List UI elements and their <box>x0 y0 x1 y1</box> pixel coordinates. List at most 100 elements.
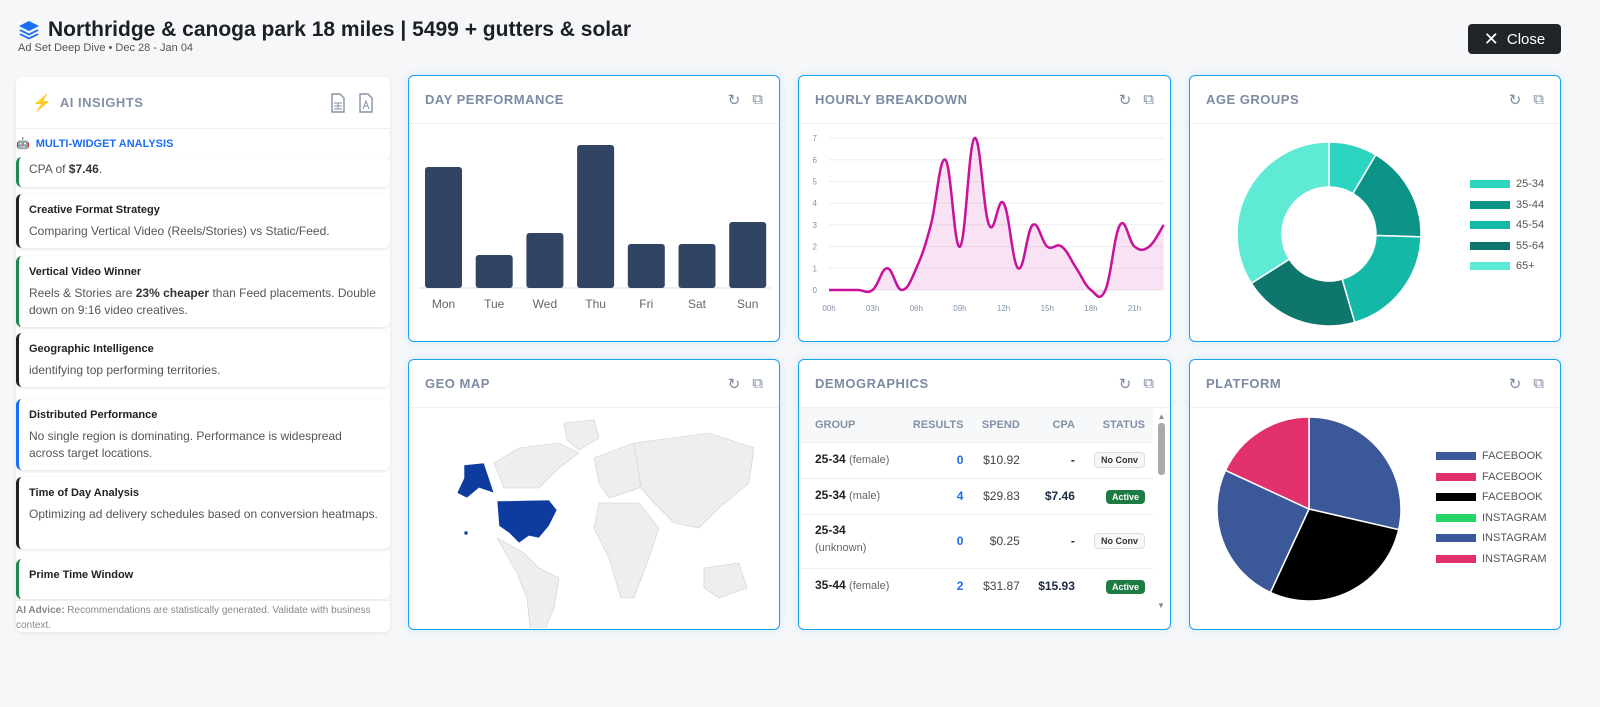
insight-card: Vertical Video Winner Reels & Stories are… <box>16 256 390 327</box>
series-line <box>829 136 1165 299</box>
legend-item[interactable]: FACEBOOK <box>1436 446 1547 467</box>
widget-title: DAY PERFORMANCE <box>425 92 564 107</box>
bar-tue[interactable] <box>475 255 513 288</box>
age-donut-chart <box>1236 141 1422 327</box>
status-badge: Active <box>1105 489 1145 504</box>
scrollbar[interactable]: ▲ ▼ <box>1157 412 1166 610</box>
legend-swatch <box>1436 513 1476 522</box>
table-row[interactable]: 25-34 (female) 0 $10.92 - No Conv <box>799 441 1153 478</box>
widget-title: AGE GROUPS <box>1206 92 1300 107</box>
scrollbar-thumb[interactable] <box>1158 423 1165 475</box>
refresh-icon[interactable]: ↻ <box>1508 375 1522 393</box>
legend-item[interactable]: INSTAGRAM <box>1436 528 1547 549</box>
close-button[interactable]: ✕ Close <box>1468 24 1561 54</box>
widget-title: DEMOGRAPHICS <box>815 376 929 391</box>
slice-facebook[interactable] <box>1308 416 1402 531</box>
insight-title: Creative Format Strategy <box>29 204 160 216</box>
column-header[interactable]: GROUP <box>799 408 902 442</box>
legend-swatch <box>1436 472 1476 481</box>
y-tick-label: 5 <box>813 178 818 187</box>
map-region-canada <box>493 442 580 489</box>
legend-swatch <box>1470 241 1510 250</box>
x-tick-label: Tue <box>484 297 505 311</box>
slice-65+[interactable] <box>1236 141 1330 285</box>
status-badge: No Conv <box>1094 533 1145 549</box>
map-region-alaska <box>456 462 495 499</box>
x-tick-label: Fri <box>639 297 653 311</box>
x-tick-label: 03h <box>866 304 879 313</box>
slice-45-54[interactable] <box>1341 234 1422 324</box>
bar-sun[interactable] <box>729 222 767 288</box>
demographics-table: GROUP RESULTS SPEND CPA STATUS 25-34 (female… <box>799 408 1153 604</box>
column-header[interactable]: STATUS <box>1082 408 1153 442</box>
table-row[interactable]: 25-34 (unknown) 0 $0.25 - No Conv <box>799 513 1153 568</box>
expand-icon[interactable]: ⧉ <box>752 375 763 392</box>
slice-instagram[interactable] <box>1224 416 1310 511</box>
refresh-icon[interactable]: ↻ <box>1118 375 1132 393</box>
x-tick-label: Sat <box>688 297 707 311</box>
legend-swatch <box>1436 452 1476 461</box>
legend-item[interactable]: FACEBOOK <box>1436 487 1547 508</box>
geo-map-widget: GEO MAP ↻ ⧉ <box>408 359 780 630</box>
x-tick-label: 06h <box>910 304 923 313</box>
x-tick-label: 00h <box>822 304 835 313</box>
column-header[interactable]: SPEND <box>971 408 1028 442</box>
map-region-latin-america <box>496 537 560 629</box>
legend-item[interactable]: 35-44 <box>1470 195 1544 216</box>
expand-icon[interactable]: ⧉ <box>1533 375 1544 392</box>
slice-35-44[interactable] <box>1351 153 1422 238</box>
column-header[interactable]: CPA <box>1027 408 1083 442</box>
expand-icon[interactable]: ⧉ <box>1143 375 1154 392</box>
slice-instagram[interactable] <box>1216 469 1310 594</box>
legend-item[interactable]: INSTAGRAM <box>1436 508 1547 529</box>
expand-icon[interactable]: ⧉ <box>1143 91 1154 108</box>
platform-widget: PLATFORM ↻ ⧉ FACEBOOK FACEBOOK FACEBOOK INSTA… <box>1189 359 1561 630</box>
legend-item[interactable]: 65+ <box>1470 256 1544 277</box>
expand-icon[interactable]: ⧉ <box>752 91 763 108</box>
demographics-widget: DEMOGRAPHICS ↻ ⧉ GROUP RESULTS SPEND CPA STATU… <box>798 359 1171 630</box>
y-tick-label: 1 <box>813 264 818 273</box>
x-tick-label: 09h <box>953 304 966 313</box>
x-tick-label: Sun <box>737 297 758 311</box>
legend-swatch <box>1470 200 1510 209</box>
hourly-breakdown-widget: HOURLY BREAKDOWN ↻ ⧉ 0 1 2 3 4 5 6 7 00h 03h 06h 09h 1… <box>798 75 1171 342</box>
column-header[interactable]: RESULTS <box>901 408 972 442</box>
bar-thu[interactable] <box>577 145 615 288</box>
legend-item[interactable]: 25-34 <box>1470 174 1544 195</box>
bar-sat[interactable] <box>678 244 716 288</box>
map-region-asia <box>633 432 755 529</box>
refresh-icon[interactable]: ↻ <box>727 91 741 109</box>
y-tick-label: 7 <box>813 134 818 143</box>
page-title: Northridge & canoga park 18 miles | 5499… <box>48 18 631 41</box>
insight-body: CPA of $7.46. <box>29 162 103 176</box>
spreadsheet-export-icon[interactable] <box>330 92 346 113</box>
y-tick-label: 2 <box>813 243 818 252</box>
legend-item[interactable]: INSTAGRAM <box>1436 549 1547 570</box>
page-subtitle: Ad Set Deep Dive • Dec 28 - Jan 04 <box>18 42 194 54</box>
bar-mon[interactable] <box>425 167 462 288</box>
world-map[interactable] <box>409 408 780 629</box>
legend-item[interactable]: 55-64 <box>1470 236 1544 257</box>
refresh-icon[interactable]: ↻ <box>1118 91 1132 109</box>
table-row[interactable]: 35-44 (female) 2 $31.87 $15.93 Active <box>799 567 1153 604</box>
insight-body: Optimizing ad delivery schedules based o… <box>29 507 378 521</box>
refresh-icon[interactable]: ↻ <box>1508 91 1522 109</box>
legend-swatch <box>1436 493 1476 502</box>
legend-item[interactable]: FACEBOOK <box>1436 467 1547 488</box>
bar-fri[interactable] <box>627 244 665 288</box>
table-row[interactable]: 25-34 (male) 4 $29.83 $7.46 Active <box>799 477 1153 514</box>
legend-item[interactable]: 45-54 <box>1470 215 1544 236</box>
robot-icon: 🤖 <box>16 138 30 150</box>
slice-55-64[interactable] <box>1250 258 1356 327</box>
insight-title: Geographic Intelligence <box>29 343 154 355</box>
insight-card: Prime Time Window <box>16 559 390 599</box>
pdf-export-icon[interactable] <box>358 92 374 113</box>
refresh-icon[interactable]: ↻ <box>727 375 741 393</box>
expand-icon[interactable]: ⧉ <box>1533 91 1544 108</box>
insight-title: Distributed Performance <box>29 409 158 421</box>
legend-swatch <box>1436 554 1476 563</box>
day-bar-chart: Mon Tue Wed Thu Fri Sat Sun <box>419 145 771 311</box>
legend-swatch <box>1436 534 1476 543</box>
slice-facebook[interactable] <box>1269 508 1400 602</box>
bar-wed[interactable] <box>526 233 564 288</box>
